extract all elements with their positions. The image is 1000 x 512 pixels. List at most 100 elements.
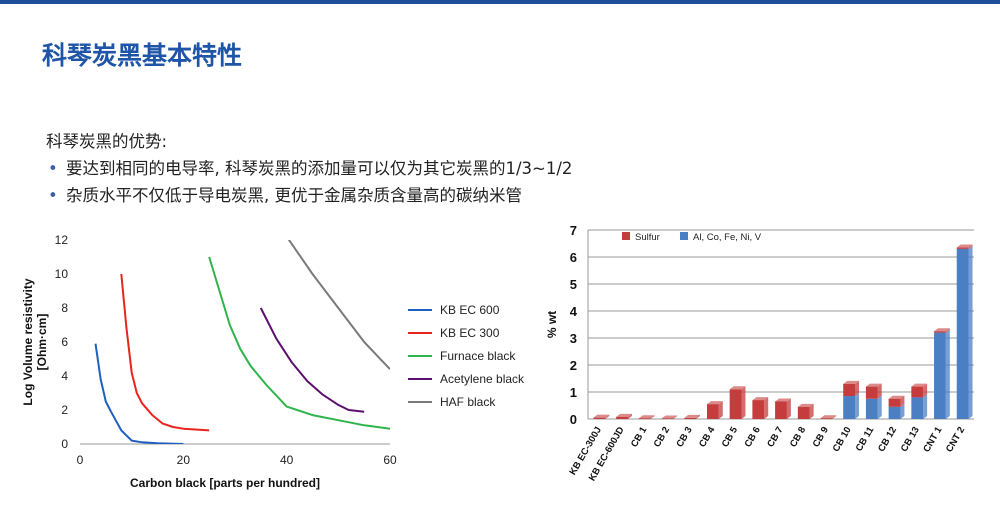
list-item: • 要达到相同的电导率, 科琴炭黑的添加量可以仅为其它炭黑的1/3~1/2 (46, 155, 572, 182)
y-tick-label: 6 (61, 335, 68, 349)
bar-segment (775, 401, 787, 419)
bar-top (729, 386, 746, 390)
bullet-text: 杂质水平不仅低于导电炭黑, 更优于金属杂质含量高的碳纳米管 (66, 186, 522, 205)
y-tick-label: 4 (61, 369, 68, 383)
y-tick-label: 1 (570, 385, 577, 400)
legend-label: Furnace black (440, 349, 516, 363)
list-item: • 杂质水平不仅低于导电炭黑, 更优于金属杂质含量高的碳纳米管 (46, 182, 572, 209)
x-tick-label: CB 7 (765, 425, 785, 449)
x-tick-label: 0 (77, 453, 84, 467)
bar-side (923, 383, 928, 398)
bar-side (945, 329, 950, 419)
y-axis-label-line: Log Volume resistivity (21, 278, 35, 405)
bar-top (934, 328, 950, 332)
bar-segment (865, 386, 878, 399)
x-tick-label: CB 12 (876, 425, 899, 454)
bar-segment (911, 397, 924, 419)
bar-top (616, 413, 632, 417)
legend-label: KB EC 600 (440, 303, 500, 317)
bar-side (786, 398, 791, 419)
legend-label: HAF black (440, 395, 496, 409)
y-tick-label: 0 (570, 412, 577, 427)
legend-label: Al, Co, Fe, Ni, V (693, 232, 762, 243)
bar-top (661, 415, 678, 419)
top-accent-bar (0, 0, 1000, 4)
bar-segment (752, 400, 765, 419)
bar-segment (956, 248, 969, 419)
intro-text: 科琴炭黑的优势: (46, 132, 168, 151)
bar-top (638, 415, 655, 419)
bar-segment (956, 247, 969, 249)
bar-top (843, 380, 860, 384)
bar-side (650, 415, 655, 419)
x-tick-label: CB 5 (720, 424, 741, 449)
y-tick-label: 7 (570, 223, 577, 238)
y-axis-label-line: [Ohm·cm] (35, 314, 49, 371)
y-tick-label: 5 (570, 277, 577, 292)
y-tick-label: 10 (55, 267, 69, 281)
bar-segment (661, 418, 674, 419)
x-tick-label: CNT 2 (944, 425, 967, 454)
bar-top (706, 401, 723, 405)
x-axis-label: Carbon black [parts per hundred] (130, 476, 320, 490)
bar-top (593, 414, 610, 418)
x-tick-label: CB 8 (788, 425, 808, 449)
bar-top (865, 383, 882, 387)
series-line (94, 343, 184, 444)
y-tick-label: 6 (570, 250, 577, 265)
y-axis-label: % wt (545, 311, 559, 338)
legend-swatch (622, 232, 630, 240)
page-title: 科琴炭黑基本特性 (42, 41, 243, 70)
bar-top (911, 383, 928, 387)
bullet-icon: • (48, 159, 58, 178)
x-tick-label: 40 (280, 453, 294, 467)
x-tick-label: CB 11 (854, 424, 877, 453)
legend-label: Sulfur (635, 232, 660, 243)
bar-segment (934, 332, 946, 419)
y-tick-label: 8 (61, 301, 68, 315)
bar-top (752, 397, 769, 401)
bar-side (809, 403, 814, 419)
y-tick-label: 4 (570, 304, 578, 319)
y-tick-label: 2 (570, 358, 577, 373)
y-tick-label: 3 (570, 331, 577, 346)
bar-segment (911, 386, 924, 398)
bar-side (877, 383, 882, 399)
x-tick-label: CB 6 (743, 425, 763, 449)
legend-label: KB EC 300 (440, 326, 500, 340)
bar-side (968, 245, 973, 419)
bar-segment (843, 396, 856, 419)
series-line (259, 307, 365, 413)
legend-label: Acetylene black (440, 372, 525, 386)
y-axis-label: Log Volume resistivity [Ohm·cm] (21, 278, 49, 405)
x-tick-label: 60 (383, 453, 397, 467)
bar-side (764, 397, 769, 419)
bar-side (923, 394, 928, 419)
bar-segment (865, 398, 878, 419)
bar-side (673, 415, 678, 419)
bar-segment (706, 404, 719, 419)
x-tick-label: CB 1 (629, 424, 650, 449)
bar-side (696, 414, 701, 419)
bar-segment (593, 417, 606, 419)
bar-segment (638, 418, 651, 419)
bar-side (900, 403, 905, 419)
bar-top (956, 244, 973, 248)
bar-segment (843, 383, 856, 397)
series-line (208, 256, 390, 430)
bar-segment (934, 331, 946, 333)
advantages-list: 科琴炭黑的优势: • 要达到相同的电导率, 科琴炭黑的添加量可以仅为其它炭黑的1… (46, 128, 572, 209)
bar-segment (797, 406, 810, 419)
bullet-text: 要达到相同的电导率, 科琴炭黑的添加量可以仅为其它炭黑的1/3~1/2 (66, 159, 573, 178)
y-tick-label: 2 (61, 403, 68, 417)
bar-side (877, 395, 882, 419)
bar-segment (616, 416, 628, 419)
bar-side (855, 393, 860, 419)
legend-swatch (680, 232, 688, 240)
bar-top (775, 398, 791, 402)
x-tick-label: CB 10 (831, 425, 854, 454)
x-tick-label: CB 4 (697, 424, 718, 449)
bar-side (945, 328, 950, 333)
x-tick-label: CB 2 (652, 425, 672, 449)
